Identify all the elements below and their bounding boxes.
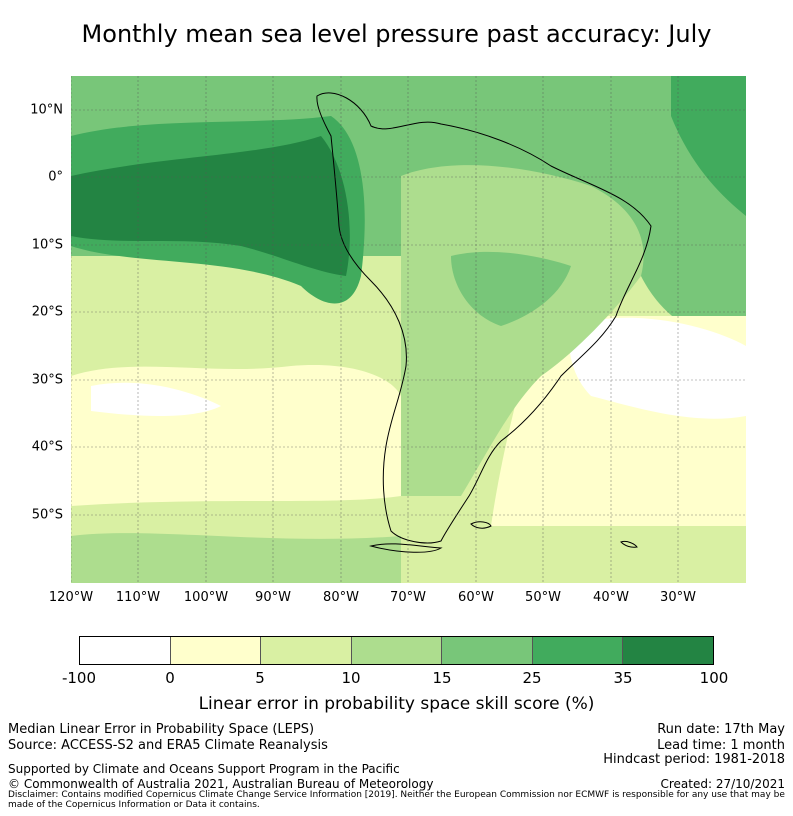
lon-label-40w: 40°W xyxy=(593,590,629,605)
lat-label-10n: 10°N xyxy=(30,102,63,118)
footer-method: Median Linear Error in Probability Space… xyxy=(8,722,315,737)
colorbar-label: Linear error in probability space skill … xyxy=(198,694,595,714)
footer-source: Source: ACCESS-S2 and ERA5 Climate Reana… xyxy=(8,738,328,753)
lat-label-0: 0° xyxy=(48,169,63,185)
colorbar-segment xyxy=(623,637,714,664)
region-far-south xyxy=(71,533,401,583)
colorbar xyxy=(79,636,714,665)
colorbar-tick: 25 xyxy=(522,669,542,687)
footer-run-date: Run date: 17th May xyxy=(657,722,785,737)
lon-label-50w: 50°W xyxy=(525,590,561,605)
lat-label-20s: 20°S xyxy=(31,304,63,320)
lat-label-50s: 50°S xyxy=(31,507,63,523)
colorbar-segment xyxy=(170,637,262,664)
lon-label-80w: 80°W xyxy=(323,590,359,605)
footer-copyright: © Commonwealth of Australia 2021, Austra… xyxy=(8,777,434,791)
footer-support: Supported by Climate and Oceans Support … xyxy=(8,762,400,776)
footer-created: Created: 27/10/2021 xyxy=(660,777,785,791)
chart-title: Monthly mean sea level pressure past acc… xyxy=(81,20,712,48)
colorbar-tick: -100 xyxy=(61,669,97,687)
lat-label-40s: 40°S xyxy=(31,439,63,455)
colorbar-segment xyxy=(80,637,171,664)
lon-label-110w: 110°W xyxy=(115,590,161,605)
coastline-falklands xyxy=(470,521,492,529)
region-east-pacific-dark xyxy=(71,136,350,276)
lon-label-90w: 90°W xyxy=(255,590,291,605)
lat-label-30s: 30°S xyxy=(31,372,63,388)
lon-label-30w: 30°W xyxy=(660,590,696,605)
region-continent xyxy=(401,165,644,496)
map-svg xyxy=(71,76,746,583)
lon-label-60w: 60°W xyxy=(458,590,494,605)
colorbar-tick: 35 xyxy=(613,669,633,687)
colorbar-segment xyxy=(351,637,443,664)
colorbar-segment xyxy=(442,637,533,664)
region-white-pacific xyxy=(91,382,221,416)
colorbar-tick: 5 xyxy=(255,669,265,687)
region-atlantic-dark xyxy=(671,76,746,216)
lon-label-70w: 70°W xyxy=(390,590,426,605)
coastline-tierra-del-fuego xyxy=(370,543,443,553)
colorbar-tick: 10 xyxy=(341,669,361,687)
footer-hindcast-period: Hindcast period: 1981-2018 xyxy=(603,752,785,767)
colorbar-segment xyxy=(532,637,624,664)
skill-map xyxy=(71,76,746,583)
colorbar-tick: 15 xyxy=(432,669,452,687)
region-continent-green xyxy=(451,251,571,326)
region-white-atlantic xyxy=(569,317,746,419)
footer-lead-time: Lead time: 1 month xyxy=(657,738,785,753)
coastline-south-america xyxy=(316,92,652,544)
colorbar-tick: 100 xyxy=(699,669,729,687)
lon-label-120w: 120°W xyxy=(48,590,94,605)
colorbar-tick: 0 xyxy=(165,669,175,687)
lon-label-100w: 100°W xyxy=(183,590,229,605)
lat-label-10s: 10°S xyxy=(31,237,63,253)
coastline-south-georgia xyxy=(620,541,638,548)
footer-disclaimer: Disclaimer: Contains modified Copernicus… xyxy=(8,790,785,810)
map-gridlines xyxy=(71,76,746,583)
colorbar-segment xyxy=(261,637,352,664)
